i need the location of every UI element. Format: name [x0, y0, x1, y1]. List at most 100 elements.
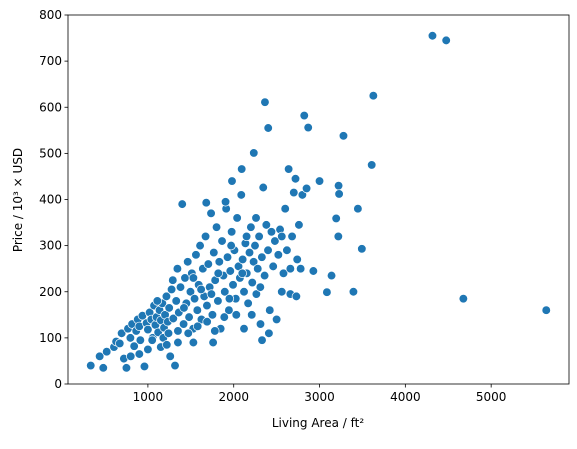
point — [253, 264, 263, 274]
point — [170, 360, 180, 371]
point — [247, 277, 257, 288]
point — [255, 282, 265, 292]
point — [264, 328, 274, 338]
point — [213, 296, 223, 306]
point — [98, 363, 108, 373]
point — [206, 208, 216, 218]
point — [171, 296, 181, 306]
point — [208, 337, 218, 348]
point — [296, 264, 306, 274]
point — [188, 337, 199, 348]
point — [257, 252, 267, 262]
point — [280, 204, 290, 214]
point — [289, 187, 299, 198]
point — [283, 164, 294, 174]
x-axis-label: Living Area / ft² — [272, 416, 364, 430]
point — [195, 240, 205, 251]
x-tick-label: 1000 — [133, 390, 164, 404]
x-tick-label: 2000 — [218, 390, 249, 404]
point — [249, 148, 259, 158]
point — [278, 268, 289, 278]
point — [178, 319, 189, 329]
point — [244, 247, 255, 258]
point — [202, 317, 212, 327]
point — [303, 122, 313, 133]
point — [237, 268, 247, 278]
point — [236, 190, 246, 200]
point — [239, 324, 249, 334]
point — [333, 231, 343, 242]
point — [222, 252, 233, 262]
point — [258, 182, 268, 193]
point — [248, 257, 259, 267]
point — [257, 335, 267, 345]
point — [247, 310, 257, 320]
point — [143, 344, 153, 355]
point — [299, 110, 309, 121]
point — [193, 321, 203, 331]
point — [217, 236, 227, 246]
point — [203, 259, 213, 269]
point — [348, 287, 359, 297]
point — [294, 220, 304, 230]
point — [227, 176, 237, 186]
point — [143, 324, 153, 335]
point — [441, 35, 451, 46]
point — [263, 245, 273, 255]
point — [161, 291, 172, 302]
point — [228, 280, 238, 290]
point — [265, 305, 275, 315]
point — [226, 240, 236, 251]
point — [214, 257, 224, 267]
point — [168, 275, 178, 285]
y-tick-label: 100 — [39, 331, 62, 345]
point — [188, 273, 199, 283]
point — [201, 198, 211, 208]
point — [220, 197, 231, 207]
point — [243, 298, 253, 308]
point — [125, 333, 136, 343]
point — [541, 305, 551, 315]
point — [147, 335, 157, 345]
point — [251, 289, 262, 299]
point — [255, 319, 266, 329]
point — [314, 176, 325, 186]
point — [126, 351, 136, 361]
point — [196, 284, 206, 295]
point — [263, 123, 273, 133]
point — [200, 231, 211, 242]
point — [202, 300, 212, 311]
point — [338, 131, 349, 141]
point — [239, 287, 249, 297]
point — [211, 222, 222, 232]
point — [139, 361, 150, 372]
point — [277, 287, 287, 297]
point — [224, 305, 234, 315]
point — [282, 245, 292, 255]
point — [368, 91, 378, 101]
point — [183, 257, 193, 267]
point — [121, 363, 132, 373]
point — [227, 227, 237, 237]
points — [86, 31, 551, 373]
point — [210, 326, 220, 336]
point — [129, 341, 139, 351]
point — [357, 244, 367, 254]
point — [273, 250, 283, 260]
x-tick-label: 5000 — [476, 390, 507, 404]
point — [213, 268, 223, 278]
point — [175, 282, 186, 292]
point — [116, 328, 127, 338]
point — [326, 270, 337, 281]
y-tick-label: 600 — [39, 100, 62, 114]
point — [290, 174, 301, 184]
point — [333, 181, 344, 191]
point — [291, 291, 302, 302]
point — [224, 294, 235, 304]
point — [301, 183, 312, 194]
point — [219, 312, 229, 322]
point — [163, 328, 174, 338]
point — [225, 266, 235, 276]
point — [331, 213, 341, 224]
